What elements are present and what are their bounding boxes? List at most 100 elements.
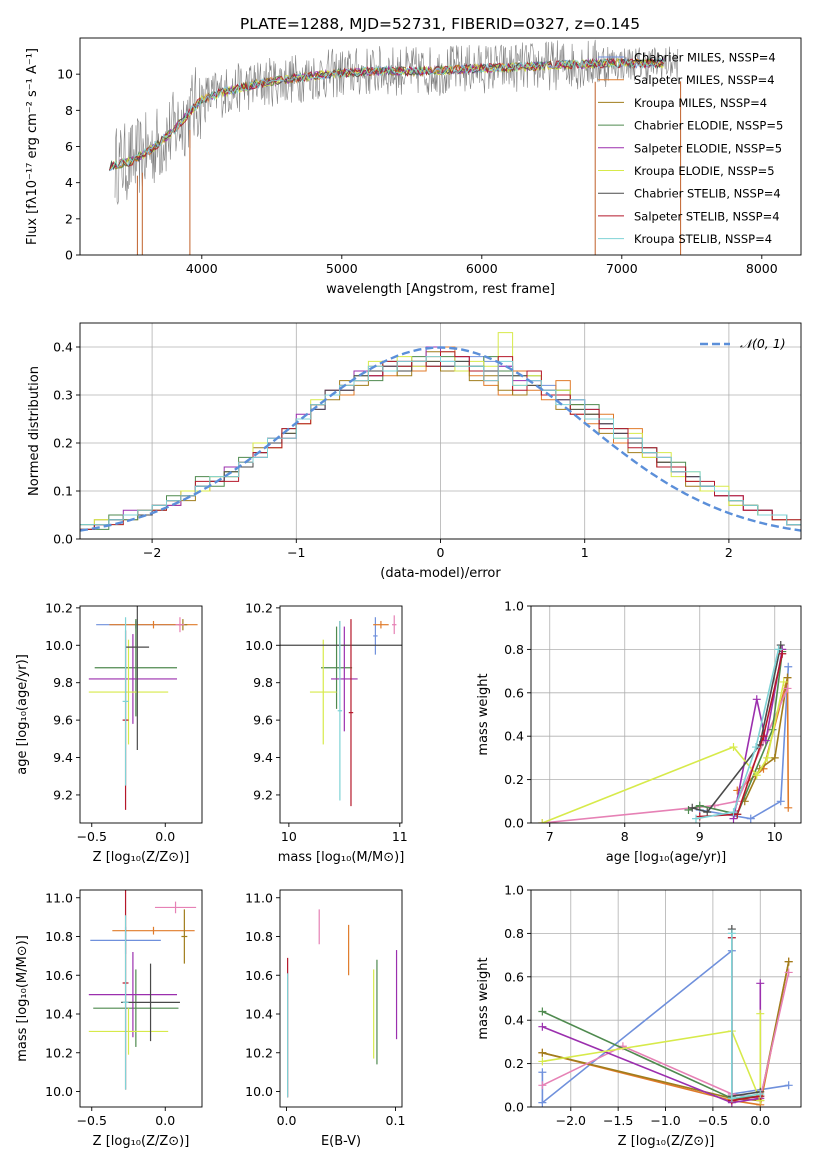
- weight-series-line: [732, 649, 784, 819]
- residuals-ytick-label: 0.0: [53, 532, 73, 547]
- errorbar-point: [88, 1008, 169, 1055]
- histogram-series: [80, 356, 801, 526]
- errorbar-point: [392, 615, 397, 635]
- spectrum-frame: [79, 37, 802, 256]
- legend-label: Chabrier STELIB, NSSP=4: [634, 187, 781, 201]
- residuals-frame: [79, 322, 802, 540]
- spectrum-model-line: [108, 57, 665, 171]
- weight-point-marker: [776, 641, 785, 650]
- errorbar-point: [309, 639, 337, 745]
- weight-vs-age-plot-area: [538, 641, 793, 823]
- mass-vs-EBV-ytick-label: 10.2: [245, 1045, 273, 1060]
- weight-point-marker: [538, 1081, 547, 1090]
- weight-vs-age-xtick-label: 10: [767, 829, 783, 844]
- residuals-ytick-label: 0.2: [53, 436, 73, 451]
- weight-series-line: [542, 1013, 762, 1101]
- errorbar-point: [88, 639, 169, 745]
- weight-point-marker: [763, 753, 772, 762]
- weight-vs-age-xlabel: age [log₁₀(age/yr)]: [606, 850, 727, 865]
- age-vs-Z-ytick-label: 9.6: [53, 713, 73, 728]
- residuals-plot-area: [80, 332, 801, 532]
- spectrum-model-line: [109, 57, 665, 171]
- age-vs-Z-xlabel: Z [log₁₀(Z/Z⊙)]: [93, 850, 190, 865]
- mass-vs-Z-ytick-label: 10.6: [45, 968, 73, 983]
- age-vs-mass-xlabel: mass [log₁₀(M/M⊙)]: [278, 850, 405, 865]
- spectrum-ytick-label: 2: [65, 211, 73, 226]
- weight-point-marker: [695, 801, 704, 810]
- weight-series-line: [542, 961, 790, 1102]
- weight-point-marker: [727, 929, 736, 938]
- spectrum-ytick-label: 8: [65, 103, 73, 118]
- weight-point-marker: [756, 1089, 765, 1098]
- residuals-xtick-label: 0: [437, 545, 445, 560]
- residuals-xtick-label: −2: [143, 545, 161, 560]
- mass-vs-EBV-ytick-label: 10.0: [245, 1084, 273, 1099]
- weight-vs-Z-ytick-label: 0.8: [504, 926, 524, 941]
- weight-point-marker: [761, 736, 770, 745]
- weight-point-marker: [746, 814, 755, 823]
- mass-vs-EBV-axes: 0.0 0.1 10.0 10.2 10.4 10.6 10.8 11.0 E(B-V): [245, 889, 405, 1149]
- weight-point-marker: [538, 819, 547, 823]
- weight-point-marker: [756, 1009, 765, 1018]
- spectrum-ytick-label: 0: [65, 248, 73, 263]
- errorbar-point: [321, 626, 353, 709]
- weight-point-marker: [783, 673, 792, 682]
- errorbar-point: [175, 617, 185, 633]
- legend-label: Salpeter ELODIE, NSSP=5: [634, 141, 782, 155]
- weight-point-marker: [770, 753, 779, 762]
- mass-vs-EBV-frame: [279, 889, 403, 1108]
- errorbar-point: [373, 620, 389, 629]
- spectrum-xtick-label: 8000: [746, 261, 778, 276]
- age-vs-Z-frame: [79, 605, 203, 824]
- weight-point-marker: [778, 649, 787, 658]
- errorbar-point: [94, 619, 178, 717]
- weight-vs-Z-xtick-label: −0.5: [698, 1113, 728, 1128]
- errorbar-point: [88, 952, 178, 1038]
- spectrum-plot-area: [108, 39, 682, 255]
- weight-vs-age-xtick-label: 7: [546, 829, 554, 844]
- weight-vs-age-frame: [530, 605, 802, 824]
- weight-vs-Z-plot-area: [538, 925, 793, 1107]
- weight-point-marker: [733, 786, 742, 795]
- weight-point-marker: [727, 1094, 736, 1103]
- weight-point-marker: [756, 979, 765, 988]
- spectrum-xtick-label: 7000: [606, 261, 638, 276]
- legend-label: Kroupa STELIB, NSSP=4: [634, 232, 772, 246]
- age-vs-Z-plot-area: [88, 606, 198, 810]
- normal-curve: [80, 346, 801, 532]
- weight-point-marker: [729, 808, 738, 817]
- errorbar-point: [337, 620, 343, 801]
- mass-vs-Z-ytick-label: 10.2: [45, 1045, 73, 1060]
- errorbar-point: [331, 626, 358, 732]
- errorbar-point: [122, 617, 129, 786]
- age-vs-Z-ylabel: age [log₁₀(age/yr)]: [15, 654, 30, 775]
- spectrum-ytick-label: 10: [57, 67, 73, 82]
- age-vs-mass-xtick-label: 10: [281, 829, 297, 844]
- weight-point-marker: [784, 957, 793, 966]
- mass-vs-EBV-xtick-label: 0.0: [277, 1113, 297, 1128]
- weight-point-marker: [779, 677, 788, 686]
- mass-vs-EBV-plot-area: [287, 909, 398, 1098]
- mass-vs-Z-xtick-label: −0.5: [77, 1113, 107, 1128]
- residuals-xtick-label: 1: [581, 545, 589, 560]
- weight-vs-Z-ytick-label: 0.4: [504, 1013, 524, 1028]
- weight-vs-Z-xlabel: Z [log₁₀(Z/Z⊙)]: [618, 1134, 715, 1149]
- mass-vs-Z-xtick-label: 0.0: [155, 1113, 175, 1128]
- spectrum-xtick-label: 6000: [466, 261, 498, 276]
- weight-vs-age-ytick-label: 0.8: [504, 642, 524, 657]
- weight-point-marker: [538, 1068, 547, 1077]
- weight-point-marker: [783, 684, 792, 693]
- errorbar-point: [122, 915, 129, 1090]
- weight-point-marker: [776, 797, 785, 806]
- mass-vs-Z-frame: [79, 889, 203, 1108]
- weight-vs-age-ytick-label: 0.4: [504, 729, 524, 744]
- weight-vs-Z-ylabel: mass weight: [476, 957, 491, 1039]
- errorbar-point: [93, 969, 179, 1047]
- age-vs-Z-ytick-label: 9.4: [53, 750, 73, 765]
- legend-label: 𝒩(0, 1): [740, 336, 786, 351]
- spectrum-ytick-label: 6: [65, 139, 73, 154]
- errorbar-point: [125, 606, 150, 751]
- residuals-ytick-label: 0.1: [53, 484, 73, 499]
- mass-vs-EBV-ytick-label: 10.6: [245, 968, 273, 983]
- age-vs-Z-ytick-label: 9.2: [53, 787, 73, 802]
